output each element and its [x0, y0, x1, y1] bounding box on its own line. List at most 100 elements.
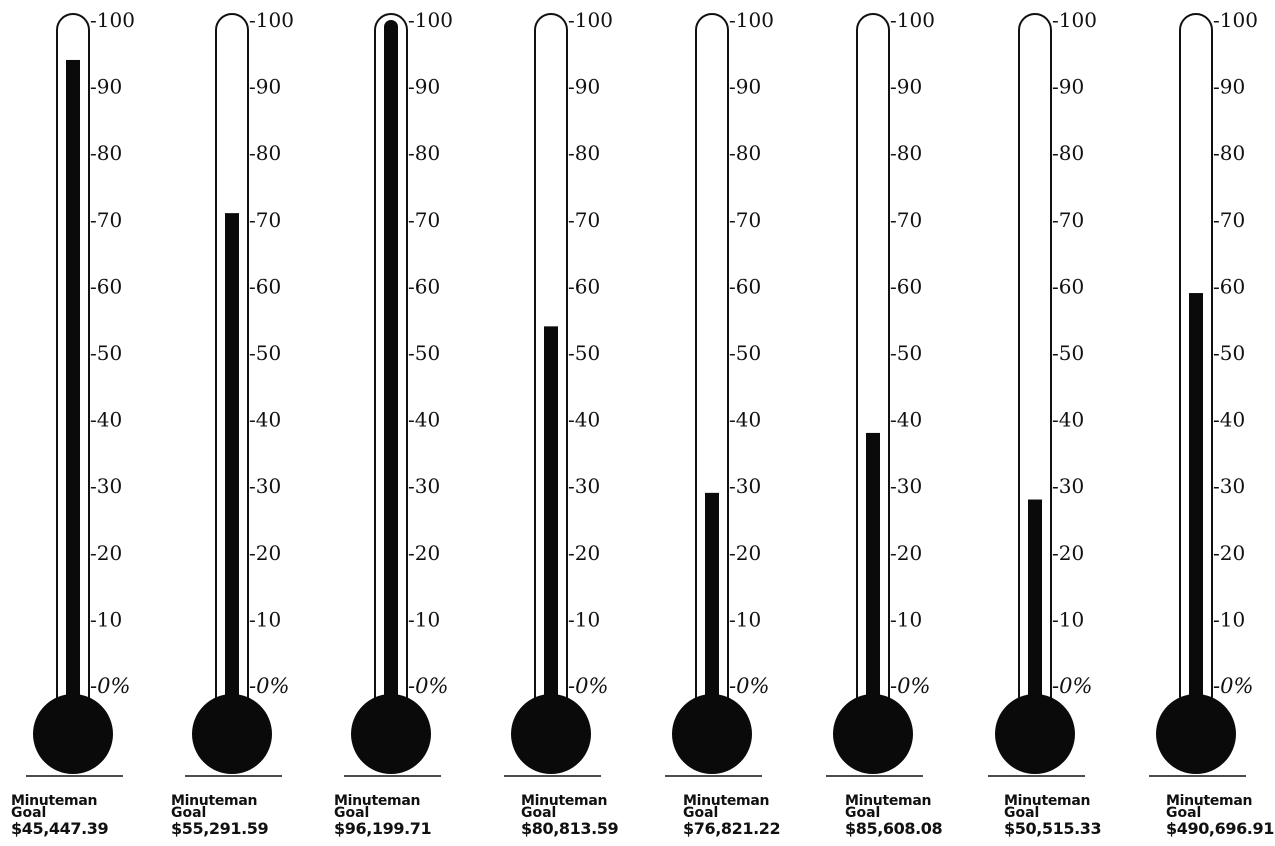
- tick-label: -70: [890, 208, 922, 232]
- thermometer-caption: Minuteman Goal $490,696.91: [1166, 794, 1274, 837]
- tick-label: -40: [1213, 408, 1245, 432]
- tick-label: -50: [249, 341, 281, 365]
- tick-label: -90: [408, 75, 440, 99]
- tick-label: -20: [408, 541, 440, 565]
- tick-label: -0%: [729, 674, 769, 698]
- tick-label: -40: [90, 408, 122, 432]
- tick-label: -60: [408, 274, 440, 298]
- tick-label: -30: [249, 474, 281, 498]
- tick-label: -50: [90, 341, 122, 365]
- tick-label: -0%: [1213, 674, 1253, 698]
- tick-label: -100: [408, 8, 453, 32]
- tick-label: -50: [1213, 341, 1245, 365]
- tick-label: -0%: [408, 674, 448, 698]
- tick-label: -40: [729, 408, 761, 432]
- tick-label: -10: [249, 607, 281, 631]
- tick-label: -80: [890, 141, 922, 165]
- tick-label: -20: [249, 541, 281, 565]
- tick-label: -30: [890, 474, 922, 498]
- tick-label: -20: [1052, 541, 1084, 565]
- tick-label: -90: [249, 75, 281, 99]
- tick-label: -90: [1052, 75, 1084, 99]
- caption-sublabel: Goal: [683, 805, 719, 821]
- tick-label: -30: [1213, 474, 1245, 498]
- caption-sublabel: Goal: [1166, 805, 1202, 821]
- tick-label: -40: [408, 408, 440, 432]
- tick-label: -10: [890, 607, 922, 631]
- tick-label: -10: [1213, 607, 1245, 631]
- tick-label: -20: [890, 541, 922, 565]
- caption-sublabel: Goal: [334, 805, 370, 821]
- mercury-column: [384, 20, 398, 734]
- tick-label: -80: [729, 141, 761, 165]
- tick-label: -30: [1052, 474, 1084, 498]
- caption-amount: $490,696.91: [1166, 819, 1274, 838]
- thermometer-tube: [695, 13, 729, 726]
- tick-label: -20: [1213, 541, 1245, 565]
- thermometer-caption: Minuteman Goal $50,515.33: [1004, 794, 1102, 837]
- mercury-column: [225, 213, 239, 734]
- tick-label: -90: [568, 75, 600, 99]
- thermometer-caption: Minuteman Goal $76,821.22: [683, 793, 781, 837]
- tick-label: -0%: [90, 674, 130, 698]
- caption-label: Minuteman: [1166, 793, 1253, 809]
- mercury-column: [705, 492, 719, 734]
- thermometer-tube: [856, 13, 890, 726]
- tick-label: -50: [1052, 341, 1084, 365]
- caption-amount: $80,813.59: [521, 819, 619, 838]
- tick-label: -40: [890, 408, 922, 432]
- tick-label: -100: [890, 8, 935, 32]
- tick-label: -100: [90, 8, 135, 32]
- caption-label: Minuteman: [683, 793, 770, 809]
- tick-label: -90: [1213, 75, 1245, 99]
- caption-label: Minuteman: [171, 793, 258, 809]
- mercury-column: [1189, 293, 1203, 734]
- tick-label: -60: [568, 274, 600, 298]
- thermometer-caption: Minuteman Goal $96,199.71: [334, 793, 432, 838]
- thermometer-tube: [215, 13, 249, 726]
- tick-label: -100: [568, 8, 613, 32]
- caption-label: Minuteman: [521, 793, 608, 809]
- tick-label: -60: [890, 274, 922, 298]
- caption-sublabel: Goal: [11, 805, 47, 821]
- tick-label: -50: [568, 341, 600, 365]
- tick-label: -0%: [568, 674, 608, 698]
- caption-sublabel: Goal: [845, 805, 881, 821]
- caption-label: Minuteman: [334, 793, 421, 809]
- thermometer-caption: Minuteman Goal $45,447.39: [11, 794, 109, 838]
- caption-amount: $96,199.71: [334, 819, 432, 838]
- tick-label: -70: [729, 208, 761, 232]
- tick-label: -40: [249, 408, 281, 432]
- tick-label: -40: [1052, 408, 1084, 432]
- tick-label: -70: [408, 208, 440, 232]
- thermometer-caption: Minuteman Goal $55,291.59: [171, 793, 269, 838]
- tick-label: -60: [90, 274, 122, 298]
- mercury-column: [866, 432, 880, 734]
- caption-sublabel: Goal: [1004, 805, 1040, 821]
- caption-amount: $55,291.59: [171, 819, 269, 838]
- thermometer-tube: [1018, 13, 1052, 726]
- tick-label: -20: [90, 541, 122, 565]
- tick-label: -100: [1052, 8, 1097, 32]
- tick-label: -100: [249, 8, 294, 32]
- tick-label: -100: [729, 8, 774, 32]
- tick-label: -80: [1052, 141, 1084, 165]
- thermometer-caption: Minuteman Goal $85,608.08: [845, 793, 943, 838]
- caption-amount: $85,608.08: [845, 819, 943, 838]
- tick-label: -10: [408, 607, 440, 631]
- tick-label: -80: [249, 141, 281, 165]
- tick-label: -40: [568, 408, 600, 432]
- tick-label: -70: [249, 208, 281, 232]
- tick-label: -20: [729, 541, 761, 565]
- tick-label: -70: [90, 208, 122, 232]
- tick-label: -10: [1052, 607, 1084, 631]
- tick-label: -80: [568, 141, 600, 165]
- mercury-column: [1028, 499, 1042, 734]
- tick-label: -30: [729, 474, 761, 498]
- tick-label: -20: [568, 541, 600, 565]
- mercury-column: [544, 326, 558, 734]
- tick-label: -50: [408, 341, 440, 365]
- caption-amount: $45,447.39: [11, 819, 109, 838]
- caption-label: Minuteman: [845, 793, 932, 809]
